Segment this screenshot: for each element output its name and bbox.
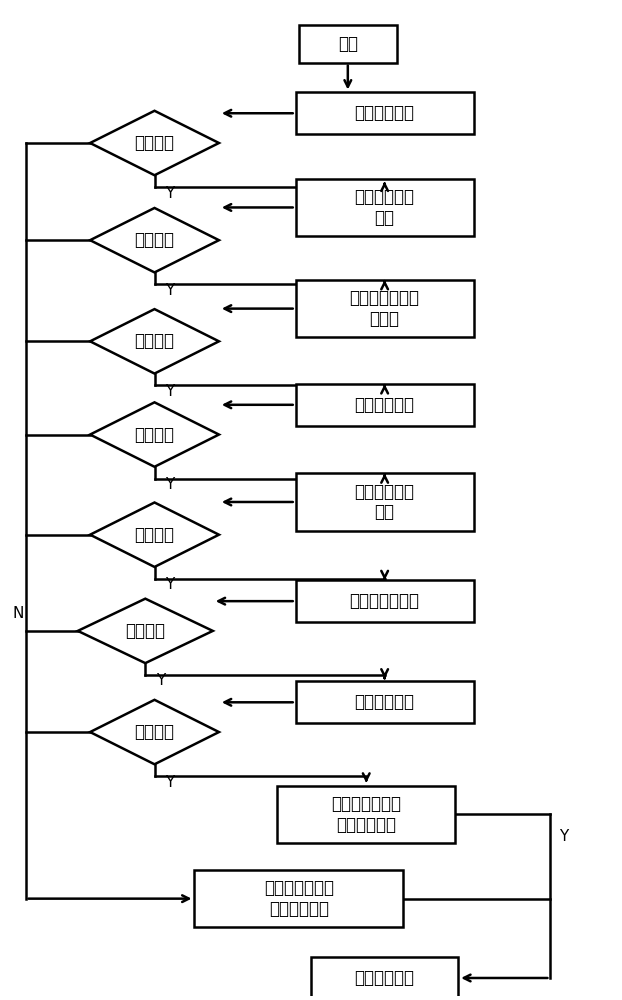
Text: 整机逻辑测试: 整机逻辑测试 — [355, 693, 415, 711]
Text: Y: Y — [165, 384, 175, 399]
FancyBboxPatch shape — [295, 280, 473, 337]
FancyBboxPatch shape — [295, 580, 473, 622]
Text: 开始: 开始 — [338, 35, 358, 53]
FancyBboxPatch shape — [299, 25, 397, 63]
FancyBboxPatch shape — [295, 92, 473, 134]
Text: Y: Y — [165, 283, 175, 298]
Text: 设置成功: 设置成功 — [134, 526, 175, 544]
Text: Y: Y — [165, 477, 175, 492]
FancyBboxPatch shape — [295, 384, 473, 426]
Text: 测试成功: 测试成功 — [134, 723, 175, 741]
FancyBboxPatch shape — [295, 681, 473, 723]
Text: 加载成功: 加载成功 — [134, 332, 175, 350]
Text: 加载成功: 加载成功 — [134, 231, 175, 249]
Text: 加载成功: 加载成功 — [134, 134, 175, 152]
FancyBboxPatch shape — [295, 473, 473, 531]
FancyBboxPatch shape — [311, 957, 458, 999]
Text: 加载成功: 加载成功 — [134, 426, 175, 444]
Text: Y: Y — [156, 673, 165, 688]
Text: Y: Y — [559, 829, 569, 844]
Polygon shape — [90, 208, 219, 272]
Polygon shape — [90, 700, 219, 764]
Polygon shape — [78, 599, 213, 663]
Text: 设置通讯接口
数据: 设置通讯接口 数据 — [355, 483, 415, 521]
Text: 加载测试配置: 加载测试配置 — [355, 396, 415, 414]
Text: Y: Y — [165, 186, 175, 201]
Text: 保存测试数据与
生成测试报告: 保存测试数据与 生成测试报告 — [332, 795, 401, 834]
Polygon shape — [90, 502, 219, 567]
Text: 加载被测系统
软件: 加载被测系统 软件 — [355, 188, 415, 227]
Polygon shape — [90, 402, 219, 467]
Text: 退出测试系统: 退出测试系统 — [355, 969, 415, 987]
Polygon shape — [90, 111, 219, 175]
Text: 保存故障数据与
生成故障报告: 保存故障数据与 生成故障报告 — [264, 879, 334, 918]
FancyBboxPatch shape — [277, 786, 455, 843]
FancyBboxPatch shape — [195, 870, 403, 927]
Text: 各部件逻辑测试: 各部件逻辑测试 — [350, 592, 420, 610]
Polygon shape — [90, 309, 219, 374]
Text: N: N — [12, 606, 24, 621]
Text: 加载软件模拟仿
真系统: 加载软件模拟仿 真系统 — [350, 289, 420, 328]
Text: 测试成功: 测试成功 — [125, 622, 165, 640]
Text: Y: Y — [165, 775, 175, 790]
FancyBboxPatch shape — [295, 179, 473, 236]
Text: Y: Y — [165, 577, 175, 592]
Text: 加载风机模型: 加载风机模型 — [355, 104, 415, 122]
